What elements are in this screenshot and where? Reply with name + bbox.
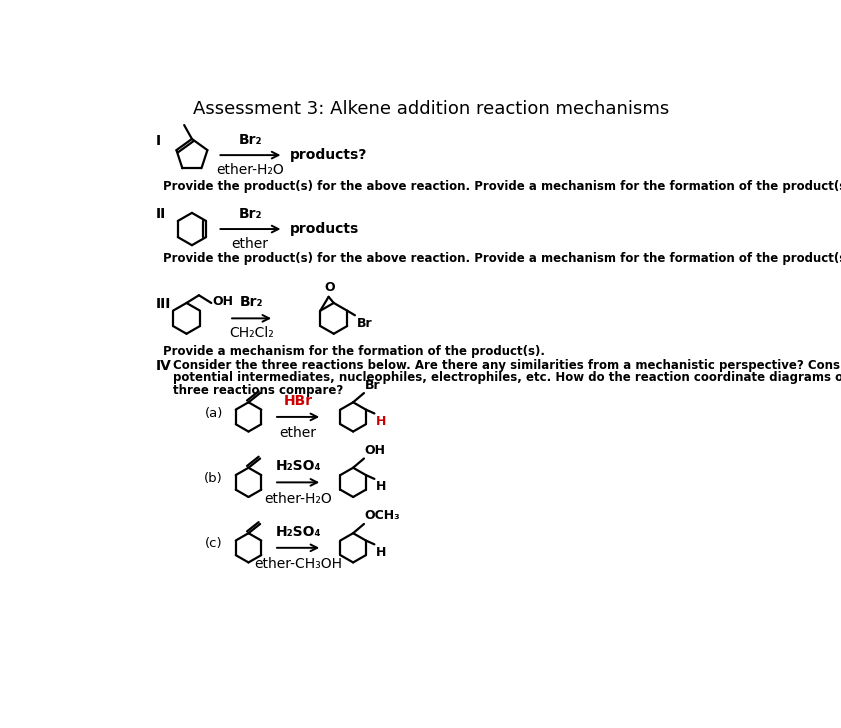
Text: IV: IV [156, 359, 172, 373]
Text: Provide the product(s) for the above reaction. Provide a mechanism for the forma: Provide the product(s) for the above rea… [163, 252, 841, 265]
Text: Br: Br [365, 379, 380, 392]
Text: (c): (c) [205, 537, 223, 550]
Text: Br₂: Br₂ [240, 295, 263, 309]
Text: H₂SO₄: H₂SO₄ [275, 459, 321, 473]
Text: products: products [289, 222, 359, 236]
Text: HBr: HBr [283, 394, 313, 408]
Text: ether-H₂O: ether-H₂O [264, 491, 332, 506]
Text: three reactions compare?: three reactions compare? [173, 384, 344, 397]
Text: ether: ether [279, 426, 316, 440]
Text: ether-H₂O: ether-H₂O [216, 163, 284, 177]
Text: (b): (b) [204, 472, 223, 485]
Text: Provide a mechanism for the formation of the product(s).: Provide a mechanism for the formation of… [163, 344, 545, 357]
Text: CH₂Cl₂: CH₂Cl₂ [230, 326, 274, 340]
Text: H₂SO₄: H₂SO₄ [275, 525, 321, 539]
Text: III: III [156, 297, 171, 311]
Text: products?: products? [289, 148, 367, 162]
Text: H: H [376, 546, 386, 559]
Text: O: O [325, 282, 336, 295]
Text: Assessment 3: Alkene addition reaction mechanisms: Assessment 3: Alkene addition reaction m… [193, 100, 669, 118]
Text: H: H [376, 480, 386, 494]
Text: ether-CH₃OH: ether-CH₃OH [254, 557, 342, 571]
Text: II: II [156, 207, 166, 221]
Text: OCH₃: OCH₃ [365, 510, 400, 523]
Text: potential intermediates, nucleophiles, electrophiles, etc. How do the reaction c: potential intermediates, nucleophiles, e… [173, 371, 841, 384]
Text: ether: ether [231, 237, 268, 250]
Text: (a): (a) [204, 406, 223, 419]
Text: Provide the product(s) for the above reaction. Provide a mechanism for the forma: Provide the product(s) for the above rea… [163, 180, 841, 193]
Text: I: I [156, 133, 161, 148]
Text: Br: Br [357, 317, 372, 330]
Text: Br₂: Br₂ [238, 207, 262, 221]
Text: Br₂: Br₂ [238, 133, 262, 147]
Text: OH: OH [213, 295, 234, 308]
Text: OH: OH [365, 444, 386, 457]
Text: Consider the three reactions below. Are there any similarities from a mechanisti: Consider the three reactions below. Are … [173, 359, 841, 372]
Text: H: H [376, 415, 386, 428]
